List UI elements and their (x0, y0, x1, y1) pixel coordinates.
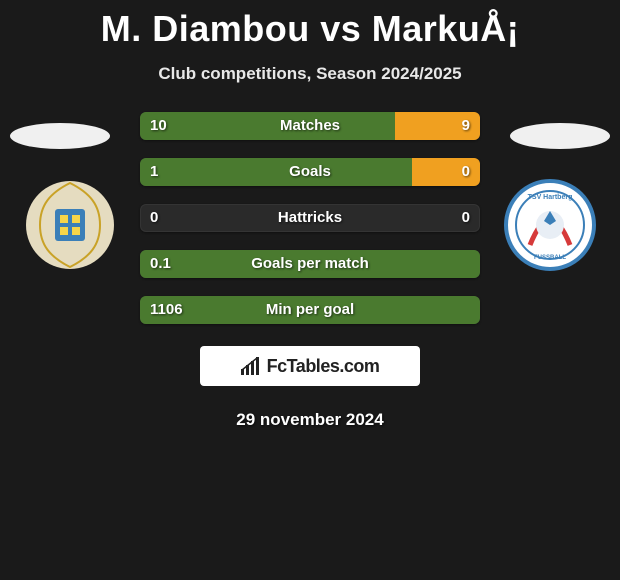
stat-metric-label: Matches (140, 112, 480, 140)
snapshot-date: 29 november 2024 (0, 410, 620, 430)
svg-text:TSV Hartberg: TSV Hartberg (528, 194, 573, 201)
stat-metric-label: Goals (140, 158, 480, 186)
stat-metric-label: Min per goal (140, 296, 480, 324)
page-title: M. Diambou vs MarkuÅ¡ (0, 0, 620, 50)
season-subtitle: Club competitions, Season 2024/2025 (0, 64, 620, 84)
stat-row: 00Hattricks (140, 204, 480, 232)
club-left-icon (20, 175, 120, 275)
halo-left (10, 123, 110, 149)
stat-row: 10Goals (140, 158, 480, 186)
svg-text:FUSSBALL: FUSSBALL (534, 255, 566, 261)
stat-metric-label: Hattricks (140, 204, 480, 232)
stat-metric-label: Goals per match (140, 250, 480, 278)
stat-row: 109Matches (140, 112, 480, 140)
club-logo-left (20, 175, 120, 275)
stat-row: 1106Min per goal (140, 296, 480, 324)
stat-row: 0.1Goals per match (140, 250, 480, 278)
branding-text: FcTables.com (267, 356, 380, 377)
club-right-icon: TSV Hartberg FUSSBALL (500, 175, 600, 275)
club-logo-right: TSV Hartberg FUSSBALL (500, 175, 600, 275)
branding-badge[interactable]: FcTables.com (200, 346, 420, 386)
stats-bars: 109Matches 10Goals 00Hattricks 0.1Goals per… (140, 112, 480, 324)
halo-right (510, 123, 610, 149)
bar-chart-icon (241, 357, 261, 375)
